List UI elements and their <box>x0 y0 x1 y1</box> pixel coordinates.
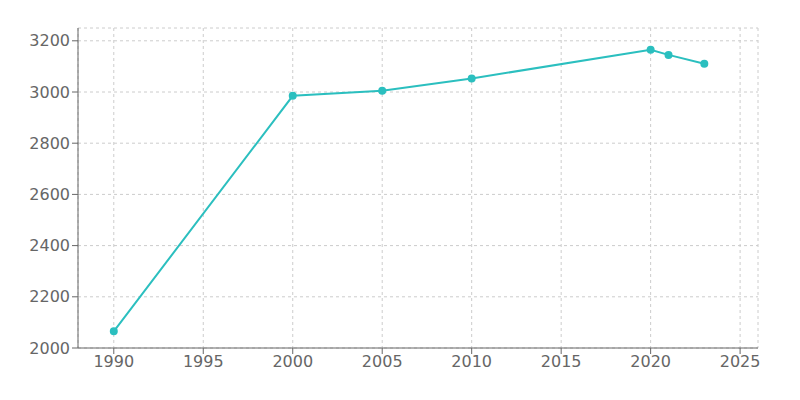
svg-text:2015: 2015 <box>541 352 582 371</box>
svg-text:2025: 2025 <box>720 352 761 371</box>
svg-text:2020: 2020 <box>630 352 671 371</box>
svg-text:2000: 2000 <box>29 339 70 358</box>
svg-text:1990: 1990 <box>93 352 134 371</box>
svg-text:2005: 2005 <box>362 352 403 371</box>
svg-text:3200: 3200 <box>29 31 70 50</box>
svg-text:2010: 2010 <box>451 352 492 371</box>
svg-text:2800: 2800 <box>29 134 70 153</box>
svg-text:3000: 3000 <box>29 83 70 102</box>
svg-text:2400: 2400 <box>29 236 70 255</box>
svg-text:2600: 2600 <box>29 185 70 204</box>
svg-text:2200: 2200 <box>29 287 70 306</box>
svg-text:1995: 1995 <box>183 352 224 371</box>
svg-text:2000: 2000 <box>272 352 313 371</box>
